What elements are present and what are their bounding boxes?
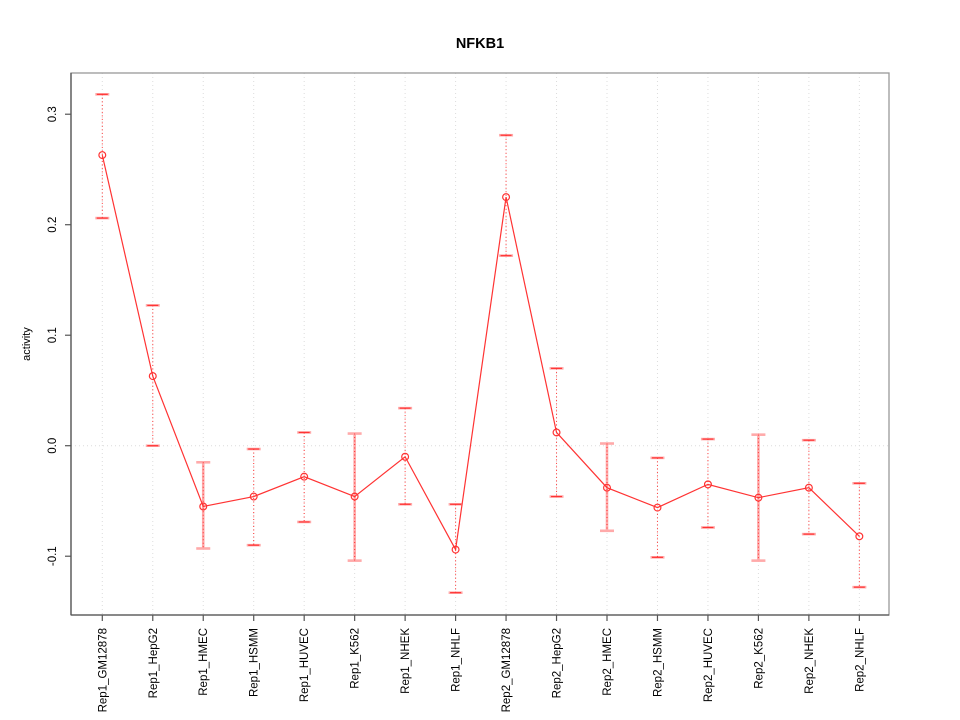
- data-point: [855, 532, 864, 541]
- x-tick-label: Rep2_HepG2: [552, 628, 564, 698]
- x-tick-label: Rep2_NHLF: [854, 628, 866, 692]
- x-tick-label: Rep2_NHEK: [804, 628, 816, 694]
- x-tick-label: Rep2_K562: [753, 628, 765, 689]
- y-tick-label: -0.1: [47, 546, 59, 566]
- x-tick-label: Rep1_GM12878: [97, 628, 109, 712]
- data-point: [300, 472, 309, 481]
- x-tick-label: Rep2_GM12878: [501, 628, 513, 712]
- plot-box-border: [70, 72, 890, 616]
- y-tick-label: 0.1: [47, 327, 59, 343]
- x-tick-label: Rep1_HUVEC: [299, 628, 311, 702]
- data-point: [502, 193, 511, 202]
- data-point: [350, 492, 359, 501]
- data-point: [199, 502, 208, 511]
- series-line: [101, 154, 860, 552]
- y-axis-label: activity: [21, 327, 33, 361]
- gridlines-layer: [71, 73, 889, 615]
- y-tick-label: 0.0: [47, 438, 59, 454]
- x-tick-label: Rep1_HepG2: [148, 628, 160, 698]
- x-tick-label: Rep1_NHLF: [451, 628, 463, 692]
- data-point: [552, 428, 561, 437]
- x-tick-label: Rep1_NHEK: [400, 628, 412, 694]
- data-point: [148, 372, 157, 381]
- data-point: [602, 483, 611, 492]
- data-point: [451, 545, 460, 554]
- plot-box: [70, 72, 890, 616]
- axes-layer: 0.3 0.2 0.1 0.0 -0.1 Rep1_GM12878 Rep1_HepG2 Re…: [47, 106, 866, 712]
- chart-title: NFKB1: [456, 36, 504, 52]
- x-tick-label: Rep1_HSMM: [249, 628, 261, 697]
- x-tick-label: Rep1_K562: [350, 628, 362, 689]
- data-point: [754, 493, 763, 502]
- y-tick-label: 0.2: [47, 217, 59, 233]
- y-tick-label: 0.3: [47, 106, 59, 122]
- data-point: [249, 492, 258, 501]
- x-tick-label: Rep2_HSMM: [652, 628, 664, 697]
- x-tick-label: Rep2_HUVEC: [703, 628, 715, 702]
- series-layer: [95, 93, 867, 594]
- data-point: [401, 452, 410, 461]
- data-point: [804, 483, 813, 492]
- data-point: [653, 503, 662, 512]
- data-point: [98, 151, 107, 160]
- data-point: [703, 480, 712, 489]
- x-tick-label: Rep1_HMEC: [198, 628, 210, 696]
- x-tick-label: Rep2_HMEC: [602, 628, 614, 696]
